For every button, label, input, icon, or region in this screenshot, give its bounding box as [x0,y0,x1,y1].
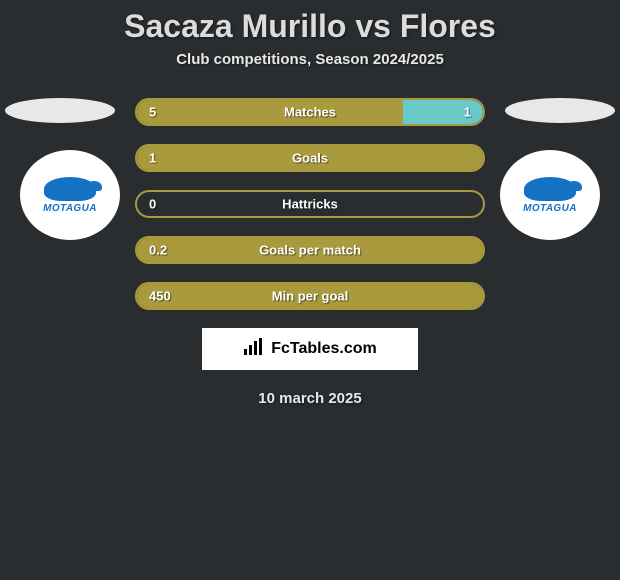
stat-row: 0 Hattricks [135,190,485,218]
player-left-avatar [5,98,115,123]
stat-label: Goals per match [259,243,361,258]
stat-row: 0.2 Goals per match [135,236,485,264]
bar-left [137,100,403,124]
stat-value-right: 1 [464,105,471,120]
attribution-text: FcTables.com [271,340,377,358]
player-left-club-badge: MOTAGUA [20,150,120,240]
comparison-bar-list: 5 1 Matches 1 Goals 0 Hattricks 0.2 Goals per ma… [135,98,485,310]
attribution-badge: FcTables.com [202,328,418,370]
stat-row: 1 Goals [135,144,485,172]
stat-label: Matches [284,105,336,120]
stat-label: Hattricks [282,197,338,212]
stats-area: MOTAGUA MOTAGUA 5 1 Matches 1 Goals 0 Hattrick… [0,98,620,310]
club-left-name: MOTAGUA [43,203,97,214]
stat-value-left: 5 [149,105,156,120]
bar-right [403,100,483,124]
stat-value-left: 0 [149,197,156,212]
date-label: 10 march 2025 [0,390,620,407]
stat-row: 450 Min per goal [135,282,485,310]
page-title: Sacaza Murillo vs Flores [0,8,620,45]
chart-icon [243,338,265,361]
eagle-icon [524,177,576,201]
subtitle: Club competitions, Season 2024/2025 [0,51,620,68]
player-right-club-badge: MOTAGUA [500,150,600,240]
stat-value-left: 0.2 [149,243,167,258]
stat-value-left: 1 [149,151,156,166]
stat-label: Min per goal [272,289,349,304]
player-right-avatar [505,98,615,123]
stat-value-left: 450 [149,289,171,304]
eagle-icon [44,177,96,201]
club-right-name: MOTAGUA [523,203,577,214]
stat-label: Goals [292,151,328,166]
stat-row: 5 1 Matches [135,98,485,126]
